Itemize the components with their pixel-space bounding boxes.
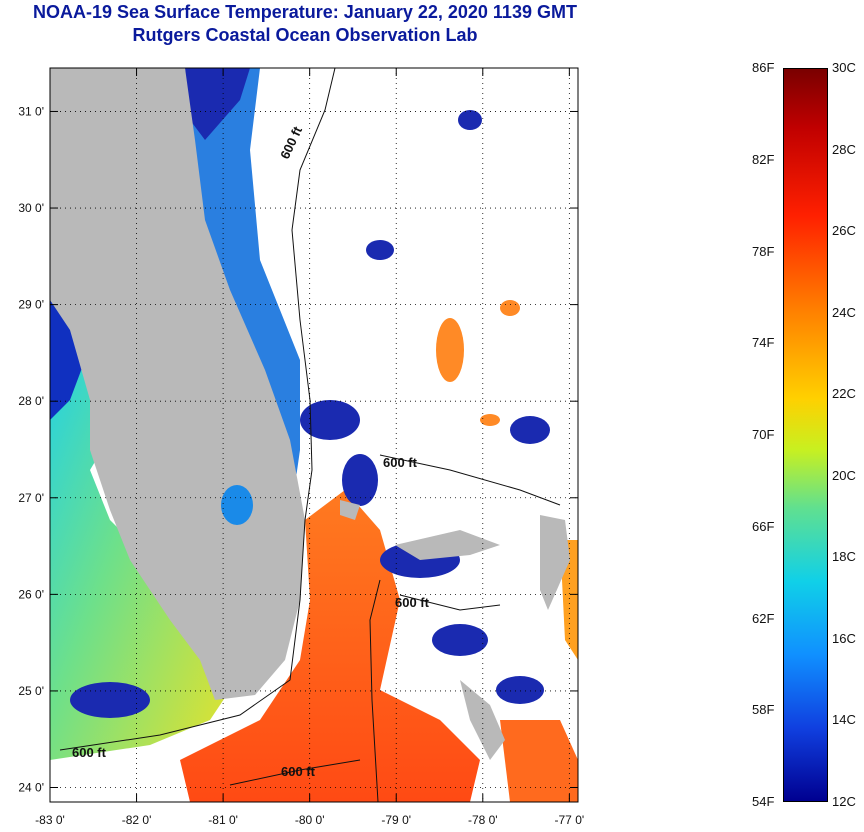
lat-tick-label: 28 0' <box>18 394 44 408</box>
lat-tick-label: 24 0' <box>18 781 44 795</box>
colorbar-fahrenheit-label: 62F <box>752 610 775 626</box>
longitude-ticks: -83 0' -82 0' -81 0' -80 0' -79 0' -78 0' -77 … <box>35 68 584 827</box>
colorbar-celsius-label: 12C <box>832 794 856 809</box>
graticule <box>50 68 578 802</box>
lat-tick-label: 29 0' <box>18 298 44 312</box>
colorbar-celsius-label: 20C <box>832 467 856 483</box>
lat-tick-label: 30 0' <box>18 201 44 215</box>
map-subtitle: Rutgers Coastal Ocean Observation Lab <box>132 25 478 45</box>
contour-label-grand-bahama: 600 ft <box>395 595 430 610</box>
colorbar-fahrenheit-label: 66F <box>752 518 775 534</box>
gulf-stream <box>180 490 480 802</box>
colorbar-celsius-label: 28C <box>832 141 856 157</box>
warm-cloud-patches <box>436 300 520 426</box>
map-canvas: 600 ft 600 ft 600 ft 600 ft 600 ft <box>50 68 578 802</box>
map-frame <box>49 67 579 803</box>
lon-tick-label: -78 0' <box>468 813 498 827</box>
lat-tick-label: 31 0' <box>18 104 44 118</box>
lon-tick-label: -82 0' <box>122 813 152 827</box>
colorbar-celsius-label: 22C <box>832 386 856 402</box>
lat-tick-label: 25 0' <box>18 684 44 698</box>
lat-tick-label: 27 0' <box>18 491 44 505</box>
lon-tick-label: -79 0' <box>381 813 411 827</box>
temperature-colorbar <box>783 68 828 802</box>
contour-label-bahamas: 600 ft <box>383 455 418 470</box>
colorbar-celsius-label: 16C <box>832 630 856 646</box>
600ft-contours <box>59 68 561 802</box>
contour-label-south: 600 ft <box>281 764 316 779</box>
lon-tick-label: -83 0' <box>35 813 65 827</box>
colorbar-fahrenheit-label: 70F <box>752 427 775 442</box>
colorbar-fahrenheit-label: 82F <box>752 151 775 167</box>
lon-tick-label: -77 0' <box>555 813 585 827</box>
colorbar-celsius-label: 14C <box>832 712 856 728</box>
latitude-ticks: 31 0' 30 0' 29 0' 28 0' 27 0' 26 0' 25 0' 24 0' <box>18 104 578 795</box>
colorbar-fahrenheit-label: 78F <box>752 243 775 259</box>
northeast-coastal-cold <box>185 68 250 140</box>
lon-tick-label: -81 0' <box>208 813 238 827</box>
colorbar-fahrenheit-label: 58F <box>752 702 775 718</box>
lon-tick-label: -80 0' <box>295 813 325 827</box>
colorbar-celsius-label: 18C <box>832 549 856 565</box>
lat-tick-label: 26 0' <box>18 587 44 601</box>
colorbar-celsius-label: 24C <box>832 304 856 320</box>
contour-label-keys: 600 ft <box>72 745 107 760</box>
bahamas-islands <box>340 500 570 760</box>
florida-land <box>50 68 305 700</box>
east-warm-patch <box>500 720 578 802</box>
colorbar-celsius-label: 26C <box>832 223 856 239</box>
colorbar-fahrenheit-label: 74F <box>752 335 775 351</box>
map-title: NOAA-19 Sea Surface Temperature: January… <box>33 2 577 22</box>
lake-okeechobee <box>221 485 253 525</box>
colorbar-fahrenheit-label: 54F <box>752 794 775 809</box>
colorbar-fahrenheit-label: 86F <box>752 60 775 75</box>
colorbar-celsius-label: 30C <box>832 60 856 75</box>
